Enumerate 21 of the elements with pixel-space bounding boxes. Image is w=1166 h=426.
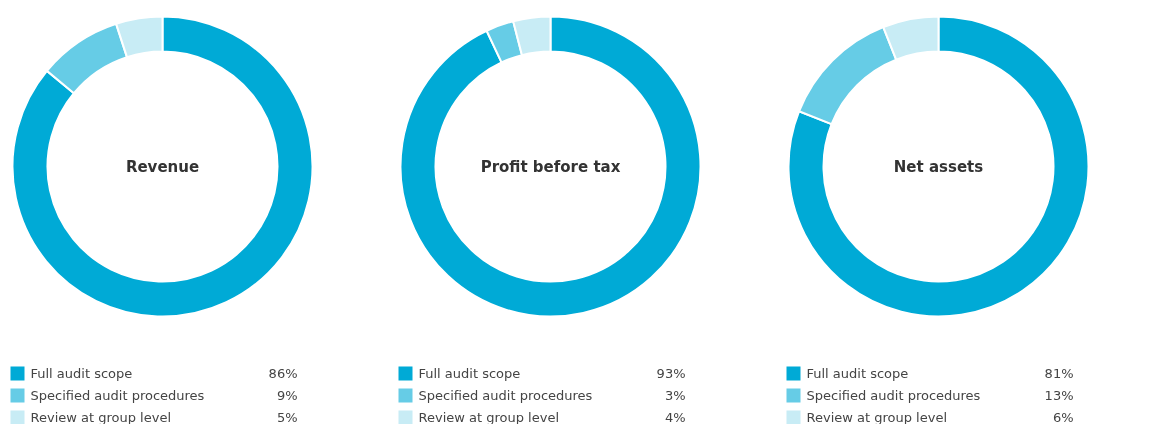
- legend-label: Full audit scope: [30, 366, 133, 381]
- legend-label: Review at group level: [30, 410, 172, 425]
- text: Revenue: [125, 157, 200, 176]
- legend-label: Full audit scope: [806, 366, 909, 381]
- data-label: 3%: [664, 388, 686, 403]
- data-label: 13%: [1044, 388, 1074, 403]
- legend-label: Review at group level: [806, 410, 948, 425]
- text: Net assets: [893, 157, 984, 176]
- data-label: 4%: [664, 410, 686, 425]
- legend-label: Full audit scope: [418, 366, 521, 381]
- data-label: 93%: [656, 366, 686, 381]
- text: Profit before tax: [480, 157, 621, 176]
- legend-label: Specified audit procedures: [806, 388, 981, 403]
- legend-label: Review at group level: [418, 410, 560, 425]
- data-label: 6%: [1052, 410, 1074, 425]
- legend-label: Specified audit procedures: [30, 388, 205, 403]
- data-label: 86%: [268, 366, 298, 381]
- legend-label: Specified audit procedures: [418, 388, 593, 403]
- data-label: 5%: [276, 410, 298, 425]
- data-label: 9%: [276, 388, 298, 403]
- data-label: 81%: [1044, 366, 1074, 381]
